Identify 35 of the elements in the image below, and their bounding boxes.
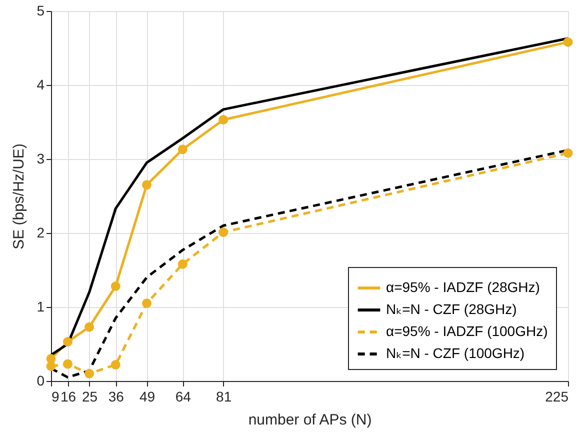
point <box>142 298 152 308</box>
point <box>142 180 152 190</box>
point <box>218 115 228 125</box>
point <box>63 359 72 369</box>
point <box>563 148 573 158</box>
x-axis-title: number of APs (N) <box>248 412 372 428</box>
x-tick-label: 81 <box>216 388 232 404</box>
point <box>563 37 573 47</box>
y-tick-label: 1 <box>36 298 45 314</box>
legend-label: Nₖ=N - CZF (100GHz) <box>386 345 525 361</box>
point <box>110 282 120 292</box>
legend-label: α=95% - IADZF (100GHz) <box>386 323 548 339</box>
y-axis-title: SE (bps/Hz/UE) <box>10 144 28 250</box>
point <box>63 337 72 347</box>
x-tick-label: 9 <box>52 388 60 404</box>
x-tick-label: 25 <box>82 388 98 404</box>
legend-label: Nₖ=N - CZF (28GHz) <box>386 301 517 317</box>
x-tick-label: 16 <box>60 388 76 404</box>
point <box>84 322 94 332</box>
x-tick-label: 36 <box>108 388 124 404</box>
point <box>110 360 120 370</box>
y-tick-label: 3 <box>36 150 45 166</box>
y-tick-label: 2 <box>36 224 45 240</box>
x-tick-label: 225 <box>545 388 569 404</box>
point <box>46 361 56 371</box>
x-tick-label: 49 <box>139 388 156 404</box>
legend-label: α=95% - IADZF (28GHz) <box>386 279 540 295</box>
y-tick-label: 4 <box>36 76 45 92</box>
y-tick-label: 5 <box>36 2 45 18</box>
y-tick-label: 0 <box>36 372 45 388</box>
point <box>218 228 228 237</box>
point <box>84 368 94 378</box>
x-tick-label: 64 <box>175 388 192 404</box>
point <box>178 259 188 269</box>
point <box>178 144 188 154</box>
